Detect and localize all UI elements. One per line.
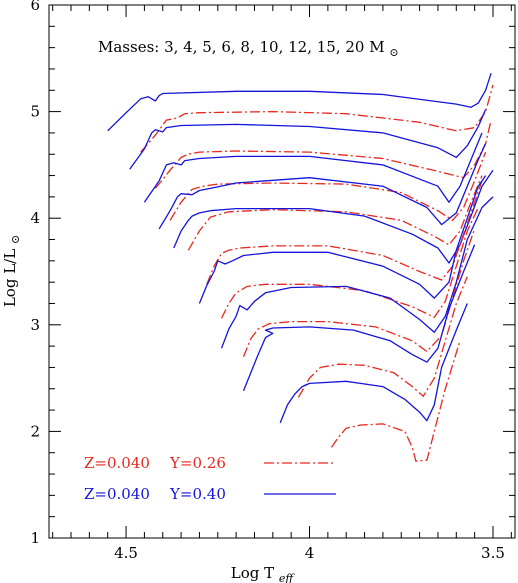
series-line-y040-m20 — [107, 73, 492, 132]
y-tick-label: 6 — [30, 0, 40, 14]
series-line-y026-m3 — [330, 340, 461, 462]
legend-entry-1-y: Y=0.40 — [169, 485, 226, 503]
series-line-y040-m4 — [242, 244, 476, 392]
axis-ticks: 4.5 4 3.5 1 2 3 4 5 6 — [30, 0, 515, 562]
legend-entry-0-z: Z=0.040 — [84, 454, 150, 472]
x-axis-label-subscript: eff — [279, 572, 296, 583]
chart-title: Masses: 3, 4, 5, 6, 8, 10, 12, 15, 20 M … — [98, 38, 399, 59]
y-tick-label: 2 — [30, 422, 40, 440]
series-line-y026-m15 — [154, 119, 492, 189]
series-line-y026-m10 — [187, 175, 483, 251]
series-line-y040-m5 — [220, 196, 494, 349]
series-line-y040-m6 — [198, 175, 487, 304]
series-line-y040-m8 — [173, 169, 494, 264]
y-tick-label: 5 — [30, 103, 40, 121]
chart-title-sun-symbol: ⊙ — [389, 46, 398, 59]
plot-frame — [48, 4, 516, 539]
legend-entry-1-z: Z=0.040 — [84, 485, 150, 503]
series-line-y040-m3 — [279, 303, 468, 424]
series-line-y026-m8 — [206, 180, 483, 285]
y-tick-label: 1 — [30, 529, 40, 547]
x-tick-label: 4 — [305, 544, 315, 562]
series-line-y026-m6 — [220, 207, 479, 319]
x-tick-label: 3.5 — [481, 544, 505, 562]
series-line-y040-m15 — [129, 109, 487, 170]
series-line-y040-m10 — [158, 143, 487, 230]
chart-title-text: Masses: 3, 4, 5, 6, 8, 10, 12, 15, 20 M — [98, 38, 385, 56]
series-line-y026-m20 — [140, 84, 494, 153]
x-tick-label: 4.5 — [114, 544, 138, 562]
series-line-y026-m4 — [297, 276, 468, 398]
series-line-y026-m5 — [242, 228, 476, 358]
legend-entry-0-y: Y=0.26 — [169, 454, 226, 472]
legend: Z=0.040 Y=0.26 Z=0.040 Y=0.40 — [84, 454, 336, 503]
y-axis-label: Log L/L ⊙ — [1, 235, 22, 307]
y-tick-label: 3 — [30, 316, 40, 334]
series-line-y040-m12 — [143, 132, 483, 203]
y-axis-label-text: Log L/L — [1, 249, 19, 307]
y-axis-label-sun-symbol: ⊙ — [9, 235, 22, 244]
x-axis-label-text: Log T — [231, 564, 274, 582]
series-layer — [107, 73, 494, 462]
x-axis-label: Log T eff — [231, 564, 296, 583]
series-line-y026-m12 — [169, 151, 487, 221]
y-tick-label: 4 — [30, 209, 40, 227]
